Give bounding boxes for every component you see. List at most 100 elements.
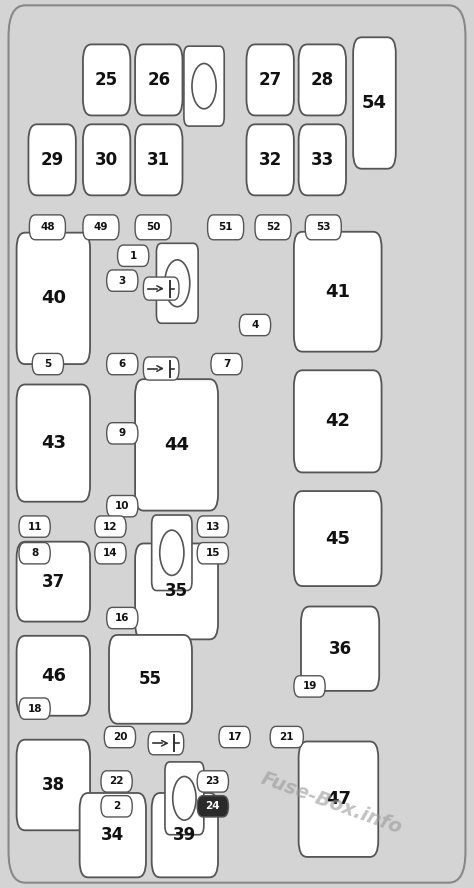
Text: 54: 54 [362, 94, 387, 112]
Text: 27: 27 [258, 71, 282, 89]
Text: 34: 34 [101, 826, 125, 844]
FancyBboxPatch shape [107, 607, 138, 629]
FancyBboxPatch shape [197, 516, 228, 537]
FancyBboxPatch shape [9, 5, 465, 883]
Text: 30: 30 [95, 151, 118, 169]
Text: 51: 51 [219, 222, 233, 233]
Text: 41: 41 [325, 282, 350, 301]
Text: 6: 6 [118, 359, 126, 369]
Text: 55: 55 [139, 670, 162, 688]
Text: 8: 8 [31, 548, 38, 559]
FancyBboxPatch shape [208, 215, 244, 240]
Text: 43: 43 [41, 434, 66, 452]
FancyBboxPatch shape [246, 124, 294, 195]
Text: 46: 46 [41, 667, 66, 685]
FancyBboxPatch shape [301, 607, 379, 691]
Text: 14: 14 [103, 548, 118, 559]
FancyBboxPatch shape [19, 516, 50, 537]
FancyBboxPatch shape [299, 741, 378, 857]
Text: 24: 24 [206, 801, 220, 812]
Text: 9: 9 [118, 428, 126, 439]
Text: 32: 32 [258, 151, 282, 169]
Text: 29: 29 [40, 151, 64, 169]
FancyBboxPatch shape [219, 726, 250, 748]
FancyBboxPatch shape [135, 124, 182, 195]
FancyBboxPatch shape [135, 379, 218, 511]
FancyBboxPatch shape [197, 543, 228, 564]
Text: 25: 25 [95, 71, 118, 89]
FancyBboxPatch shape [101, 796, 132, 817]
FancyBboxPatch shape [95, 543, 126, 564]
FancyBboxPatch shape [19, 543, 50, 564]
FancyBboxPatch shape [95, 516, 126, 537]
Text: 3: 3 [118, 275, 126, 286]
Text: 35: 35 [165, 583, 188, 600]
FancyBboxPatch shape [299, 44, 346, 115]
FancyBboxPatch shape [17, 233, 90, 364]
FancyBboxPatch shape [165, 762, 204, 835]
FancyBboxPatch shape [184, 46, 224, 126]
FancyBboxPatch shape [353, 37, 396, 169]
Text: 49: 49 [94, 222, 108, 233]
Text: 15: 15 [206, 548, 220, 559]
FancyBboxPatch shape [299, 124, 346, 195]
FancyBboxPatch shape [107, 353, 138, 375]
Text: 28: 28 [311, 71, 334, 89]
Text: 39: 39 [173, 826, 197, 844]
FancyBboxPatch shape [152, 515, 192, 591]
Text: 7: 7 [223, 359, 230, 369]
FancyBboxPatch shape [197, 771, 228, 792]
FancyBboxPatch shape [152, 793, 218, 877]
FancyBboxPatch shape [28, 124, 76, 195]
FancyBboxPatch shape [101, 771, 132, 792]
Text: 16: 16 [115, 613, 129, 623]
FancyBboxPatch shape [107, 496, 138, 517]
Text: 18: 18 [27, 703, 42, 714]
Text: 4: 4 [251, 320, 259, 330]
Text: 20: 20 [113, 732, 127, 742]
FancyBboxPatch shape [19, 698, 50, 719]
FancyBboxPatch shape [294, 232, 382, 352]
Text: 10: 10 [115, 501, 129, 511]
Text: 42: 42 [325, 412, 350, 431]
Text: 19: 19 [302, 681, 317, 692]
FancyBboxPatch shape [118, 245, 149, 266]
FancyBboxPatch shape [17, 740, 90, 830]
FancyBboxPatch shape [107, 423, 138, 444]
FancyBboxPatch shape [197, 796, 228, 817]
Text: 38: 38 [42, 776, 65, 794]
FancyBboxPatch shape [109, 635, 192, 724]
Text: 5: 5 [44, 359, 52, 369]
FancyBboxPatch shape [29, 215, 65, 240]
FancyBboxPatch shape [246, 44, 294, 115]
FancyBboxPatch shape [83, 44, 130, 115]
Text: 44: 44 [164, 436, 189, 454]
FancyBboxPatch shape [294, 491, 382, 586]
FancyBboxPatch shape [107, 270, 138, 291]
Text: 37: 37 [42, 573, 65, 591]
Text: 13: 13 [206, 521, 220, 532]
FancyBboxPatch shape [83, 215, 119, 240]
FancyBboxPatch shape [135, 215, 171, 240]
Text: 11: 11 [27, 521, 42, 532]
FancyBboxPatch shape [156, 243, 198, 323]
Text: 31: 31 [147, 151, 170, 169]
Text: 26: 26 [147, 71, 170, 89]
Text: 36: 36 [328, 639, 352, 658]
Text: 53: 53 [316, 222, 330, 233]
Text: 48: 48 [40, 222, 55, 233]
FancyBboxPatch shape [294, 676, 325, 697]
FancyBboxPatch shape [17, 636, 90, 716]
FancyBboxPatch shape [17, 542, 90, 622]
Text: 47: 47 [326, 790, 351, 808]
FancyBboxPatch shape [239, 314, 271, 336]
Text: 52: 52 [266, 222, 280, 233]
FancyBboxPatch shape [294, 370, 382, 472]
Text: Fuse-Box.info: Fuse-Box.info [258, 769, 405, 838]
FancyBboxPatch shape [255, 215, 291, 240]
FancyBboxPatch shape [17, 385, 90, 502]
Text: 2: 2 [113, 801, 120, 812]
Text: 1: 1 [129, 250, 137, 261]
Text: 22: 22 [109, 776, 124, 787]
Text: 12: 12 [103, 521, 118, 532]
